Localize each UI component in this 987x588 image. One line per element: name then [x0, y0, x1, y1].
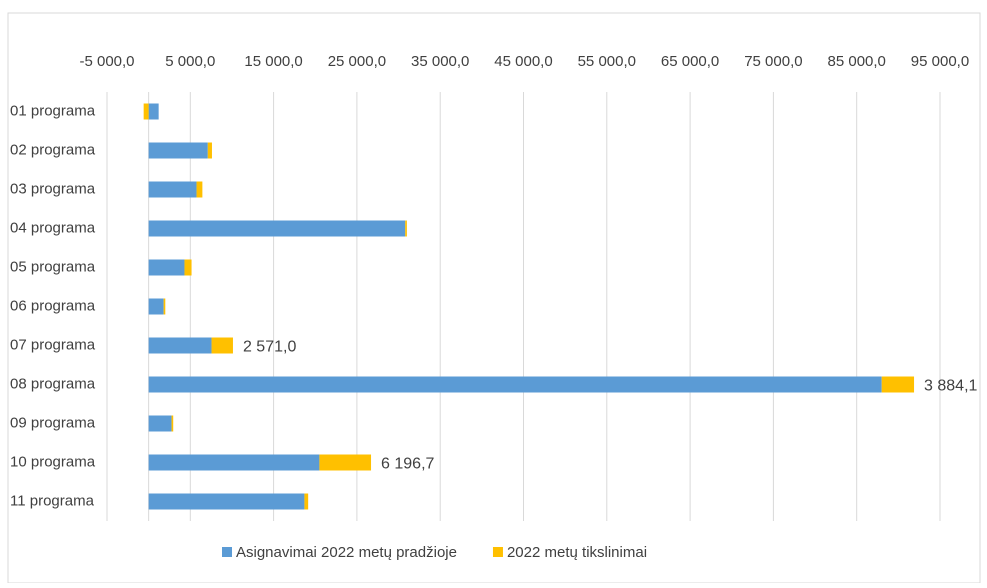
x-tick-label: 75 000,0	[744, 53, 802, 70]
bar	[196, 181, 203, 198]
bar	[148, 103, 159, 120]
bar	[184, 259, 192, 276]
bar	[405, 220, 407, 237]
x-tick-label: 65 000,0	[661, 53, 719, 70]
legend-swatch	[222, 547, 232, 557]
y-tick-label: 05 programa	[10, 258, 96, 275]
y-tick-label: 07 programa	[10, 336, 96, 353]
x-tick-label: 95 000,0	[911, 53, 969, 70]
bar	[143, 103, 149, 120]
bar	[148, 493, 305, 510]
x-tick-label: 55 000,0	[578, 53, 636, 70]
y-tick-label: 02 programa	[10, 141, 96, 158]
y-tick-label: 10 programa	[10, 453, 96, 470]
bar	[211, 337, 233, 354]
data-label: 2 571,0	[243, 339, 296, 356]
y-tick-label: 04 programa	[10, 219, 96, 236]
bar	[148, 181, 197, 198]
bar	[148, 376, 882, 393]
legend-label: 2022 metų tikslinimai	[507, 544, 647, 561]
bar	[148, 337, 212, 354]
x-tick-label: 25 000,0	[328, 53, 386, 70]
bar	[148, 298, 164, 315]
bar	[881, 376, 915, 393]
bar	[319, 454, 372, 471]
bar	[148, 415, 172, 432]
data-label: 3 884,1	[924, 378, 977, 395]
bar	[171, 415, 174, 432]
x-tick-label: 35 000,0	[411, 53, 469, 70]
x-tick-label: -5 000,0	[79, 53, 134, 70]
bar	[148, 220, 406, 237]
bar	[148, 259, 185, 276]
y-tick-label: 09 programa	[10, 414, 96, 431]
y-tick-label: 01 programa	[10, 102, 96, 119]
legend-label: Asignavimai 2022 metų pradžioje	[236, 544, 457, 561]
bar	[304, 493, 309, 510]
x-tick-label: 5 000,0	[165, 53, 215, 70]
bar	[148, 142, 208, 159]
bar	[163, 298, 166, 315]
y-tick-label: 11 programa	[10, 492, 95, 509]
bar	[148, 454, 320, 471]
y-tick-label: 08 programa	[10, 375, 96, 392]
x-tick-label: 85 000,0	[828, 53, 886, 70]
x-tick-label: 45 000,0	[494, 53, 552, 70]
chart-frame	[7, 12, 981, 584]
data-label: 6 196,7	[381, 456, 434, 473]
bar	[207, 142, 212, 159]
y-tick-label: 06 programa	[10, 297, 96, 314]
x-tick-label: 15 000,0	[244, 53, 302, 70]
legend-swatch	[492, 547, 503, 557]
y-tick-label: 03 programa	[10, 180, 96, 197]
